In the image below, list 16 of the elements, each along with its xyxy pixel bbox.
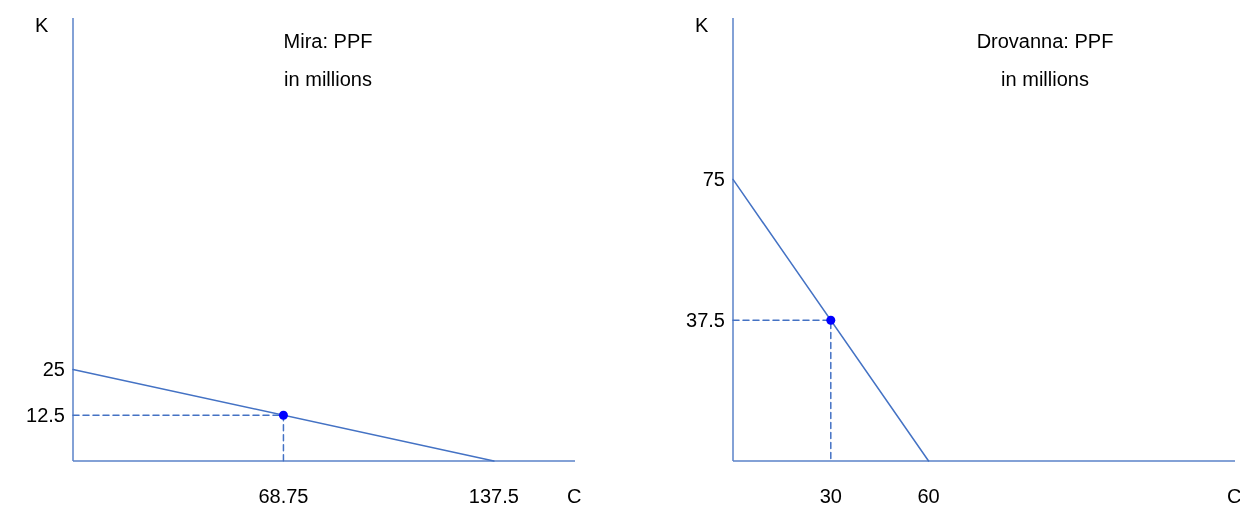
y-axis-title: K bbox=[695, 14, 709, 36]
x-tick-label: 60 bbox=[917, 485, 940, 507]
x-tick-label: 137.5 bbox=[468, 485, 519, 507]
y-tick-label: 25 bbox=[42, 358, 65, 381]
y-axis-title: K bbox=[35, 14, 49, 36]
x-axis-title: C bbox=[567, 485, 582, 507]
x-axis-title: C bbox=[1227, 485, 1240, 507]
y-tick-label: 75 bbox=[702, 168, 725, 191]
x-tick-label: 30 bbox=[819, 485, 842, 507]
text: in millions bbox=[284, 68, 372, 90]
x-tick-label: 68.75 bbox=[258, 485, 309, 507]
text: Mira: PPF bbox=[283, 30, 373, 52]
text: Drovanna: PPF bbox=[976, 30, 1114, 52]
y-tick-label: 12.5 bbox=[26, 404, 65, 427]
y-tick-label: 37.5 bbox=[686, 309, 725, 332]
text: in millions bbox=[1001, 68, 1089, 90]
